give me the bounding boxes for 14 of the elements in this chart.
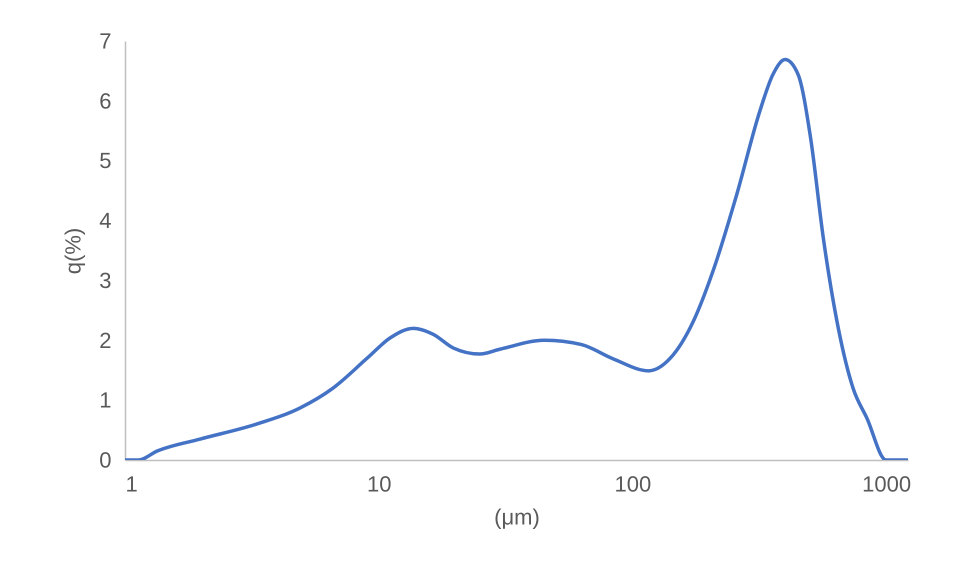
y-tick-label: 0 [99,448,112,472]
y-tick-label: 2 [99,328,112,353]
x-tick-label: 100 [614,472,652,496]
y-tick-label: 7 [99,28,112,54]
y-tick-label: 6 [99,88,112,114]
x-axis-title: (μm) [494,504,540,530]
x-tick-label: 10 [366,472,392,496]
y-tick-label: 4 [99,208,112,234]
y-tick-label: 5 [99,148,112,174]
x-tick-label: 1 [126,472,138,496]
y-axis-title: q(%) [60,228,86,274]
x-tick-label: 1000 [862,472,912,496]
y-tick-label: 3 [99,268,112,293]
y-tick-label: 1 [99,388,112,413]
